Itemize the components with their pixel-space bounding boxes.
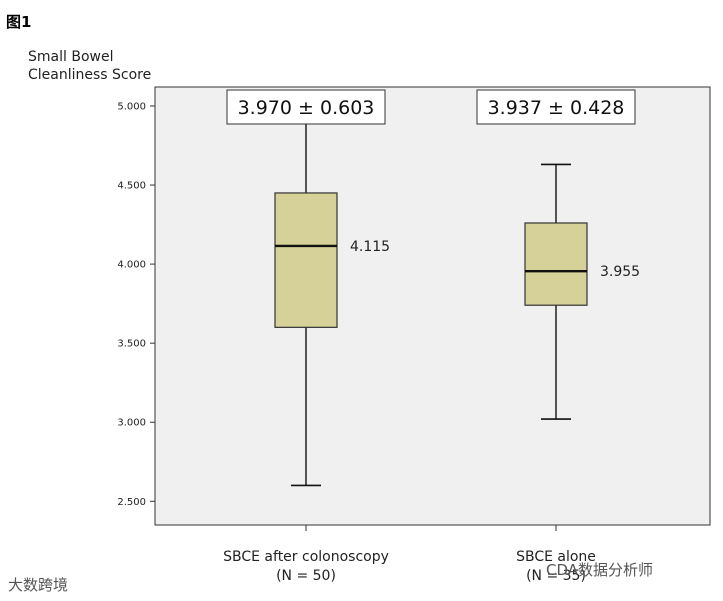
- box-group: 3.955 3.937 ± 0.428: [476, 89, 640, 420]
- y-tick-label: 3.500: [117, 339, 146, 350]
- x-category-n-label: (N = 50): [276, 568, 336, 584]
- y-axis-label-line-1: Small Bowel: [28, 49, 113, 65]
- y-axis: 2.500 3.000 3.500 4.000 4.500 5.000: [117, 101, 155, 508]
- mean-sd-box: [476, 89, 636, 125]
- x-category-label: SBCE alone: [516, 549, 596, 565]
- watermark-right: CDA数据分析师: [546, 561, 653, 579]
- x-category-n-label: (N = 35): [526, 568, 586, 584]
- box-group: 4.115 3.970 ± 0.603: [226, 89, 390, 487]
- watermark-left: 大数跨境: [8, 576, 68, 594]
- y-tick-label: 4.500: [117, 181, 146, 192]
- iqr-box: [274, 192, 338, 328]
- mean-sd-label: 3.937 ± 0.428: [488, 97, 625, 119]
- median-value-label: 3.955: [600, 264, 640, 280]
- median-value-label: 4.115: [350, 239, 390, 255]
- y-tick-label: 4.000: [117, 260, 146, 271]
- x-category-label: SBCE after colonoscopy: [223, 549, 389, 565]
- y-tick-label: 3.000: [117, 418, 146, 429]
- mean-sd-box: [226, 89, 386, 125]
- x-axis: SBCE after colonoscopy (N = 50) SBCE alone…: [223, 525, 596, 584]
- y-axis-label-line-2: Cleanliness Score: [28, 67, 151, 83]
- box-series: 4.115 3.970 ± 0.603 3.955 3.937 ± 0.428: [226, 89, 640, 487]
- mean-sd-label: 3.970 ± 0.603: [238, 97, 375, 119]
- figure-label: 图1: [6, 13, 31, 31]
- y-tick-label: 2.500: [117, 497, 146, 508]
- iqr-box: [524, 222, 588, 306]
- plot-area: [154, 86, 711, 526]
- y-tick-label: 5.000: [117, 101, 146, 112]
